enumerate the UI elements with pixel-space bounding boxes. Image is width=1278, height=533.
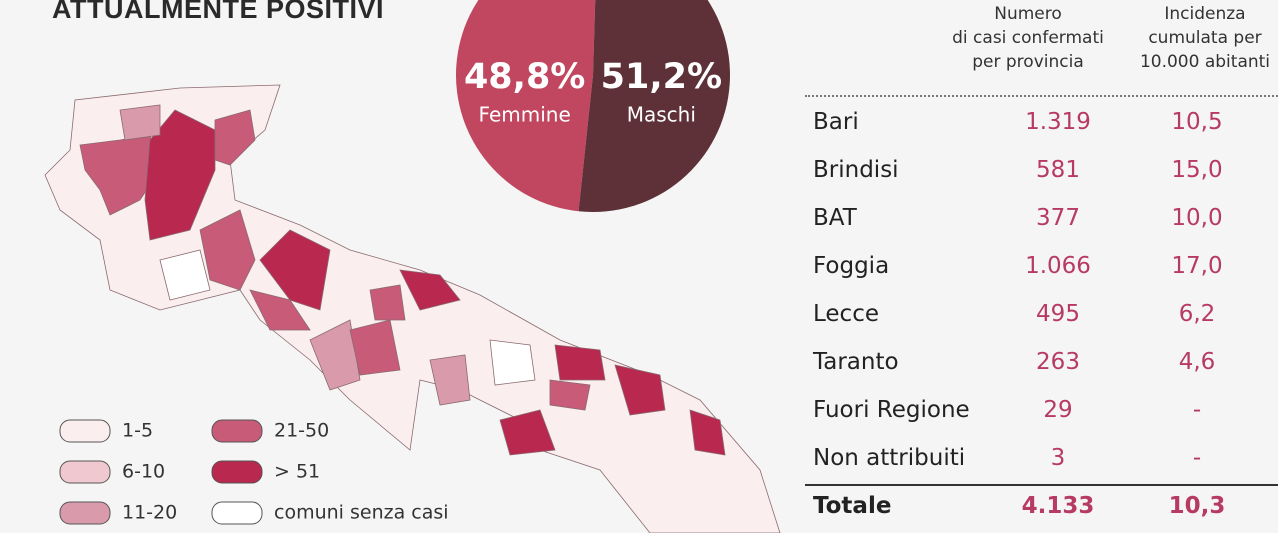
cell-value: -: [1192, 397, 1202, 423]
separator: [805, 95, 1278, 97]
row-label: Foggia: [813, 253, 890, 279]
cell-value: 495: [1036, 301, 1080, 327]
legend-label: > 51: [274, 461, 320, 483]
pie: 48,8% Femmine 51,2% Maschi: [455, 0, 730, 212]
cell-value: 10,3: [1168, 493, 1226, 519]
row-label: Non attribuiti: [813, 445, 966, 471]
map-patch: [369, 284, 406, 321]
legend-swatch: [59, 419, 111, 443]
legend-swatch: [59, 501, 111, 525]
cell-value: 4.133: [1021, 493, 1095, 519]
title: ATTUALMENTE POSITIVI: [52, 0, 384, 24]
map-patch: [144, 109, 216, 241]
map-patch: [159, 249, 211, 301]
header-line: Numero: [994, 4, 1062, 24]
legend-label: 21-50: [274, 420, 329, 442]
row-label: Lecce: [813, 301, 880, 327]
cell-value: 263: [1036, 349, 1080, 375]
header-line: cumulata per: [1148, 28, 1262, 48]
category-label: Maschi: [627, 103, 696, 127]
cell-value: 4,6: [1178, 349, 1216, 375]
cell-value: 10,5: [1171, 109, 1223, 135]
legend-label: comuni senza casi: [274, 502, 449, 524]
legend-swatch: [211, 419, 263, 443]
value-label: 51,2%: [601, 57, 722, 97]
cell-value: -: [1192, 445, 1202, 471]
map-patch: [549, 379, 591, 411]
legend-label: 1-5: [122, 420, 153, 442]
map-patch: [199, 209, 256, 291]
map-patch: [249, 289, 311, 331]
header-line: Incidenza: [1164, 4, 1246, 24]
map-patch: [489, 339, 536, 386]
category-label: Femmine: [479, 103, 571, 127]
cell-value: 15,0: [1171, 157, 1223, 183]
cell-value: 581: [1036, 157, 1080, 183]
map-patch: [614, 364, 666, 416]
map-patch: [214, 109, 256, 166]
map-patch: [429, 354, 471, 406]
cell-value: 17,0: [1171, 253, 1223, 279]
row-label: Totale: [813, 493, 892, 519]
map-patch: [689, 409, 726, 456]
cell-value: 1.066: [1025, 253, 1091, 279]
legend-label: 11-20: [122, 502, 177, 524]
cell-value: 29: [1043, 397, 1073, 423]
map-patch: [554, 344, 606, 381]
legend-swatch: [211, 460, 263, 484]
map: [44, 84, 781, 533]
header-line: di casi confermati: [952, 28, 1104, 48]
row-label: BAT: [813, 205, 857, 231]
map-patch: [259, 229, 331, 311]
header-line: per provincia: [972, 52, 1084, 72]
cell-value: 6,2: [1178, 301, 1216, 327]
header-line: 10.000 abitanti: [1139, 52, 1271, 72]
column-header: Incidenza cumulata per 10.000 abitanti: [1115, 2, 1278, 74]
map-patch: [119, 104, 161, 141]
row-label: Taranto: [813, 349, 899, 375]
row-label: Bari: [813, 109, 859, 135]
cell-value: 10,0: [1171, 205, 1223, 231]
separator: [805, 484, 1278, 486]
map-patch: [399, 269, 461, 311]
row-label: Brindisi: [813, 157, 899, 183]
legend-label: 6-10: [122, 461, 165, 483]
legend-swatch: [59, 460, 111, 484]
cell-value: 377: [1036, 205, 1080, 231]
pie-slice: [578, 0, 730, 212]
value-label: 48,8%: [464, 57, 585, 97]
map-patch: [349, 319, 401, 376]
cell-value: 3: [1050, 445, 1066, 471]
legend: 1-5 6-10 11-20 21-50 > 51 comuni senza casi: [59, 419, 449, 525]
column-header: Numero di casi confermati per provincia: [938, 2, 1118, 74]
row-label: Fuori Regione: [813, 397, 970, 423]
pie-slice: [455, 0, 596, 212]
legend-swatch: [211, 501, 263, 525]
map-patch: [309, 319, 361, 391]
cell-value: 1.319: [1025, 109, 1091, 135]
map-patch: [499, 409, 556, 456]
